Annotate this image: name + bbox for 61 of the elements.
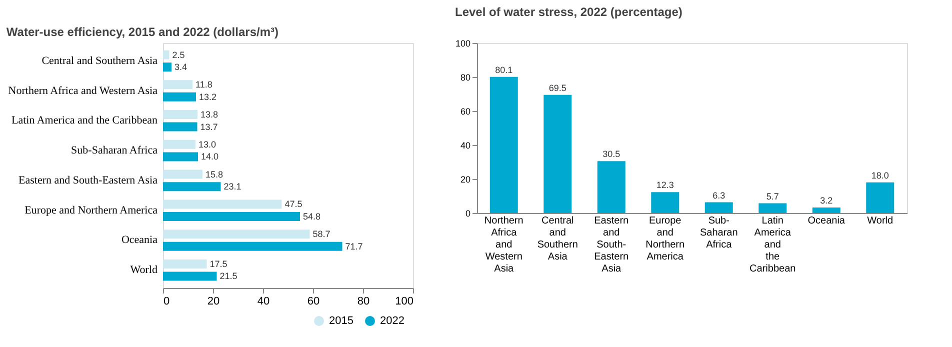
x-tick-label: 40 [257,296,270,308]
x-tick-label: 60 [307,296,320,308]
x-tick-label: Eastern and South-Eastern Asia [594,216,629,274]
text: 17.5 [210,258,228,269]
bar [812,208,840,213]
bar [758,203,787,213]
y-tick-label: 40 [460,140,470,150]
data-label: 6.3 [712,190,726,200]
text: 71.7 [345,241,363,252]
text: 11.8 [196,80,212,90]
x-tick-label: 20 [207,296,220,308]
data-label: 12.3 [656,180,674,190]
legend-label: 2022 [380,315,404,327]
y-tick-label: Northern Africa and Western Asia [8,84,158,97]
bar [866,182,894,213]
y-tick-label: Eastern and South-Eastern Asia [18,174,158,186]
text: 13.2 [199,92,217,102]
data-label: 18.0 [871,170,889,180]
text: 3.4 [174,62,188,72]
text: 47.5 [284,199,302,210]
x-tick-label: World [867,216,894,226]
y-tick-label: Latin America and the Caribbean [12,114,158,127]
text: 14.0 [201,152,219,162]
bar [597,161,626,213]
text: 21.5 [220,271,238,282]
text: 15.8 [206,169,224,180]
y-tick-label: Central and Southern Asia [42,54,158,67]
x-tick-label: Oceania [808,216,846,226]
y-tick-label: 80 [460,72,470,82]
data-label: 3.2 [820,196,833,206]
x-tick-label: Europe and Northern America [646,216,685,262]
legend-label: 2015 [329,315,354,327]
x-tick-label: Sub-Saharan Africa [700,216,738,250]
bar [651,192,680,213]
data-label: 5.7 [766,191,779,202]
text: 58.7 [312,229,330,240]
x-tick-label: Central and Southern Asia [537,216,578,262]
y-tick-label: 0 [465,208,470,218]
x-tick-label: Latin America and the Caribbean [750,216,796,274]
text: 13.0 [198,139,216,150]
text: 2.5 [172,50,185,60]
y-tick-label: 20 [460,174,470,184]
bar [704,202,733,213]
x-tick-label: 80 [357,296,370,308]
bar [490,76,518,213]
x-tick-label: 100 [395,296,414,308]
y-tick-label: Sub-Saharan Africa [71,144,158,157]
chart-title: Water-use efficiency, 2015 and 2022 (dollars/m³) [6,25,278,39]
y-tick-label: Europe and Northern America [24,204,158,216]
bar [544,94,572,213]
text: 23.1 [224,182,242,192]
data-label: 80.1 [495,64,513,75]
text: 13.7 [200,122,218,132]
text: 13.8 [200,110,218,120]
data-label: 30.5 [602,149,620,160]
x-tick-label: 0 [164,296,170,308]
y-tick-label: 60 [460,106,470,116]
y-tick-label: 100 [455,38,470,48]
text: 54.8 [303,211,321,222]
chart-title: Level of water stress, 2022 (percentage) [454,5,682,19]
data-label: 69.5 [548,82,566,93]
